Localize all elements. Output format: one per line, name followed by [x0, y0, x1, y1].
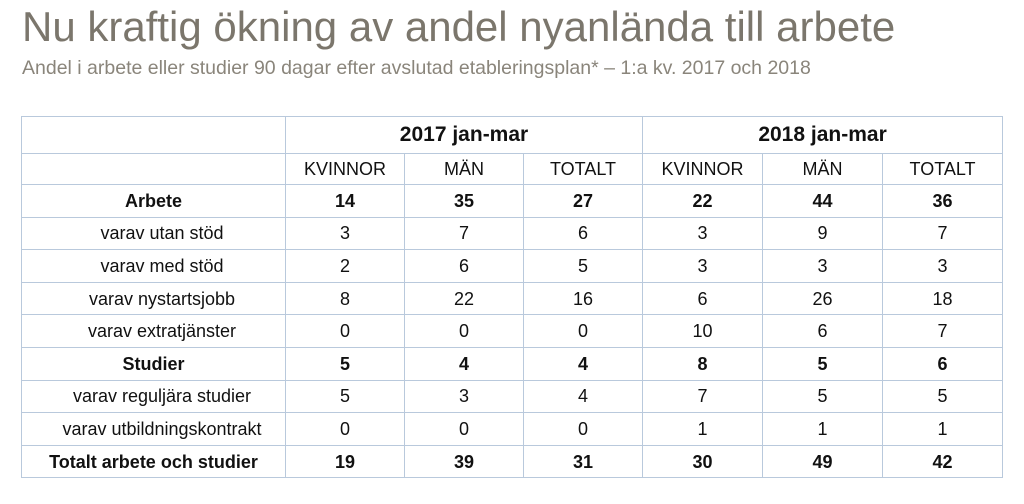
table-cell: 8 [642, 346, 764, 381]
table-cell: 42 [882, 444, 1004, 479]
table-cell: 30 [642, 444, 764, 479]
table-cell: 36 [882, 184, 1004, 218]
table-cell: 22 [642, 184, 764, 218]
column-header: MÄN [762, 153, 884, 185]
column-header: TOTALT [882, 153, 1004, 185]
table-cell: 27 [522, 184, 644, 218]
page-subtitle: Andel i arbete eller studier 90 dagar ef… [22, 57, 811, 79]
table-cell: 0 [285, 314, 405, 348]
table-cell: 3 [642, 249, 764, 283]
table-cell: 5 [762, 346, 884, 381]
table-cell: 4 [522, 346, 644, 381]
row-label: varav nystartsjobb [21, 281, 286, 316]
table-row: Studier 5 4 4 8 5 6 [21, 346, 1004, 381]
table-cell: 7 [642, 379, 764, 414]
column-header: KVINNOR [285, 153, 405, 185]
page-title: Nu kraftig ökning av andel nyanlända til… [22, 3, 896, 50]
group-header-row: 2017 jan-mar 2018 jan-mar [21, 116, 1004, 154]
table-row: Arbete 14 35 27 22 44 36 [21, 184, 1004, 218]
table-cell: 5 [762, 379, 884, 414]
table-cell: 0 [404, 314, 524, 348]
table-cell: 44 [762, 184, 884, 218]
table-cell: 6 [522, 216, 644, 251]
table-cell: 19 [285, 444, 405, 479]
table-cell: 6 [642, 281, 764, 316]
table-cell: 1 [882, 412, 1004, 446]
column-header: MÄN [404, 153, 524, 185]
table-cell: 4 [404, 346, 524, 381]
column-header-row: KVINNOR MÄN TOTALT KVINNOR MÄN TOTALT [21, 153, 1004, 185]
table-cell: 14 [285, 184, 405, 218]
table-cell: 22 [404, 281, 524, 316]
row-label: Arbete [21, 184, 286, 218]
table-cell: 49 [762, 444, 884, 479]
row-label: varav med stöd [21, 249, 286, 283]
table-cell: 6 [404, 249, 524, 283]
table-row-total: Totalt arbete och studier 19 39 31 30 49… [21, 444, 1004, 479]
table-cell: 1 [642, 412, 764, 446]
group-header-2017: 2017 jan-mar [284, 116, 644, 154]
table-cell: 3 [642, 216, 764, 251]
table-row: varav extratjänster 0 0 0 10 6 7 [21, 314, 1004, 348]
table-cell: 9 [762, 216, 884, 251]
table-cell: 0 [285, 412, 405, 446]
table-cell: 7 [882, 314, 1004, 348]
column-header: KVINNOR [642, 153, 764, 185]
table-cell: 39 [404, 444, 524, 479]
table-cell: 3 [285, 216, 405, 251]
table-cell: 3 [882, 249, 1004, 283]
table-cell: 5 [882, 379, 1004, 414]
table-cell: 31 [522, 444, 644, 479]
table-cell: 16 [522, 281, 644, 316]
table-cell: 0 [404, 412, 524, 446]
table-cell: 8 [285, 281, 405, 316]
row-label: Totalt arbete och studier [21, 444, 286, 479]
table-row: varav nystartsjobb 8 22 16 6 26 18 [21, 281, 1004, 316]
table-cell: 3 [762, 249, 884, 283]
row-label: varav utan stöd [21, 216, 286, 251]
table-cell: 1 [762, 412, 884, 446]
table-row: varav utan stöd 3 7 6 3 9 7 [21, 216, 1004, 251]
table-cell: 7 [882, 216, 1004, 251]
table-cell: 35 [404, 184, 524, 218]
row-label: Studier [21, 346, 286, 381]
statistics-table: 2017 jan-mar 2018 jan-mar KVINNOR MÄN TO… [21, 116, 1004, 479]
group-header-2018: 2018 jan-mar [642, 116, 1004, 154]
table-cell: 2 [285, 249, 405, 283]
table-cell: 7 [404, 216, 524, 251]
table-row: varav med stöd 2 6 5 3 3 3 [21, 249, 1004, 283]
table-cell: 3 [404, 379, 524, 414]
table-cell: 6 [882, 346, 1004, 381]
corner-cell-2 [21, 153, 286, 185]
table-cell: 6 [762, 314, 884, 348]
table-cell: 5 [285, 379, 405, 414]
table-cell: 5 [285, 346, 405, 381]
table-cell: 18 [882, 281, 1004, 316]
table-cell: 10 [642, 314, 764, 348]
column-header: TOTALT [522, 153, 644, 185]
corner-cell [21, 116, 286, 154]
row-label: varav reguljära studier [21, 379, 286, 414]
row-label: varav utbildningskontrakt [21, 412, 286, 446]
row-label: varav extratjänster [21, 314, 286, 348]
table-cell: 4 [522, 379, 644, 414]
table-cell: 26 [762, 281, 884, 316]
table-cell: 0 [522, 412, 644, 446]
table-cell: 5 [522, 249, 644, 283]
table-row: varav utbildningskontrakt 0 0 0 1 1 1 [21, 412, 1004, 446]
table-cell: 0 [522, 314, 644, 348]
table-row: varav reguljära studier 5 3 4 7 5 5 [21, 379, 1004, 414]
